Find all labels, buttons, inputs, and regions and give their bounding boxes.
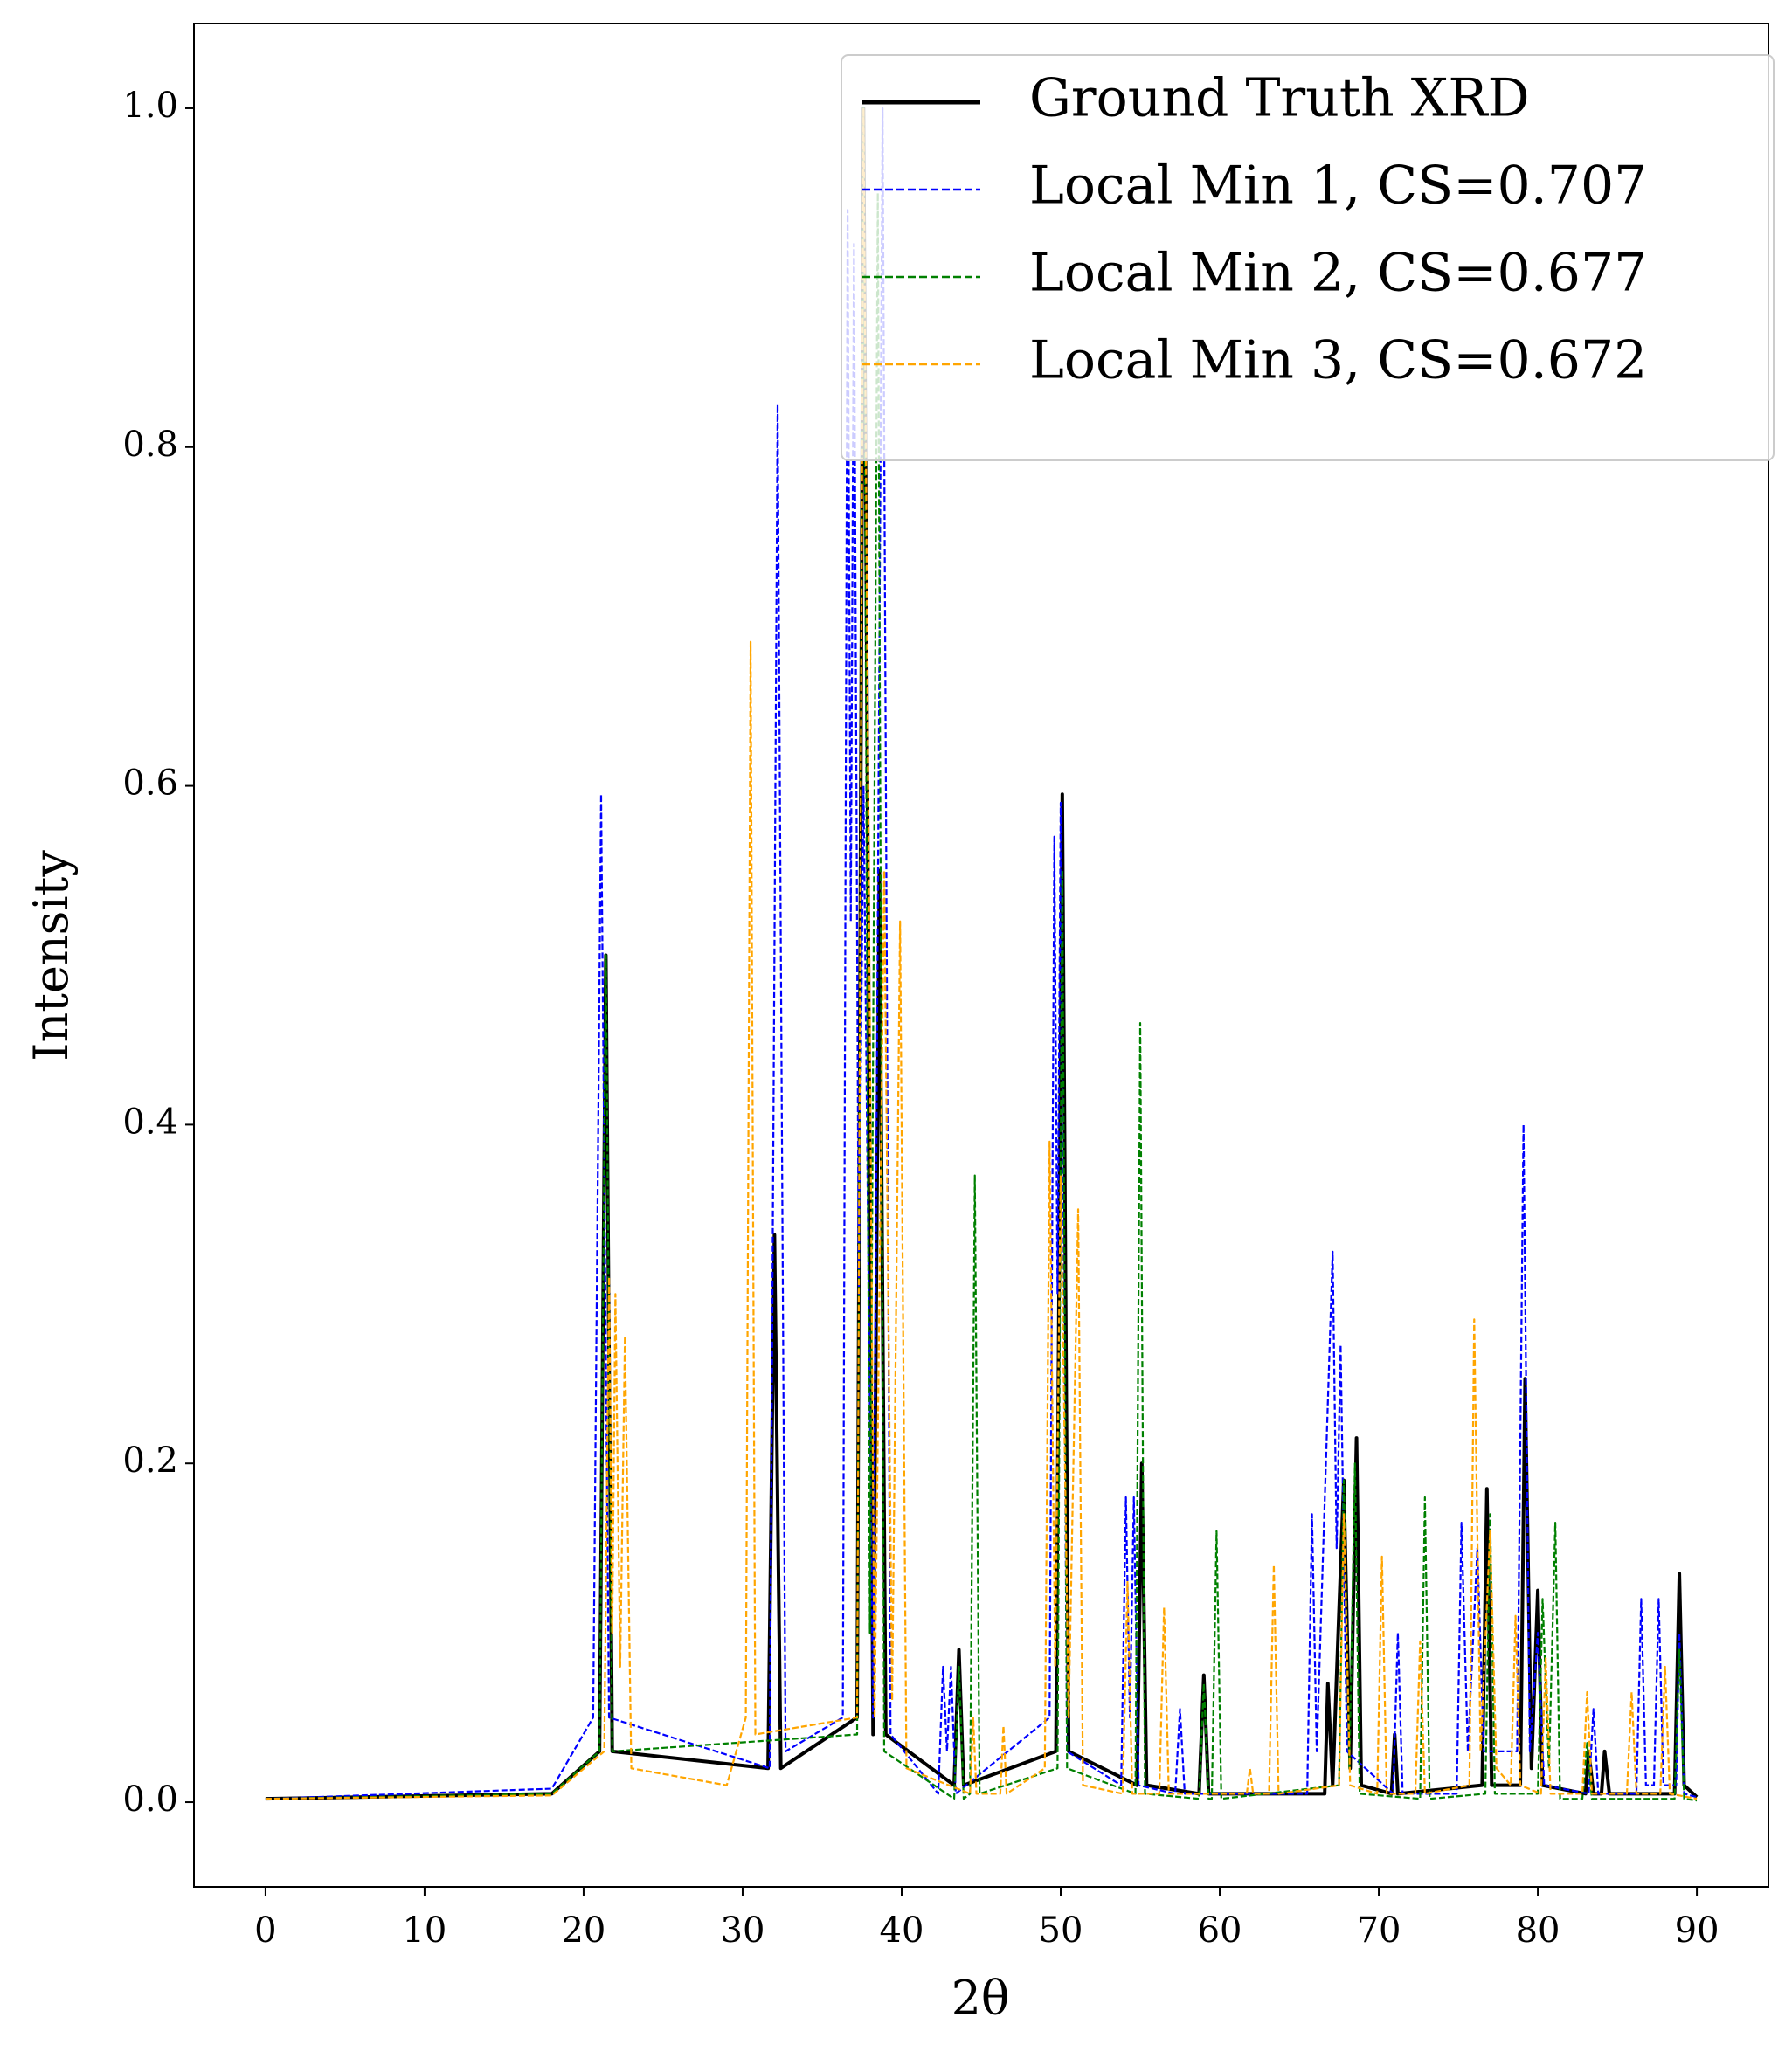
x-tick-label: 20 — [561, 1910, 605, 1951]
x-tick-label: 60 — [1198, 1910, 1242, 1951]
x-tick-label: 0 — [254, 1910, 276, 1951]
x-tick-label: 70 — [1357, 1910, 1401, 1951]
y-tick-label: 0.4 — [122, 1102, 178, 1142]
legend-label: Ground Truth XRD — [1029, 68, 1530, 129]
x-tick-label: 90 — [1675, 1910, 1719, 1951]
y-tick-label: 0.2 — [122, 1441, 178, 1481]
x-tick-label: 50 — [1039, 1910, 1083, 1951]
legend-label: Local Min 1, CS=0.707 — [1029, 155, 1647, 217]
axes-frame — [193, 23, 1769, 1888]
y-tick-label: 0.8 — [122, 425, 178, 465]
legend-box — [841, 54, 1775, 461]
x-tick-label: 80 — [1516, 1910, 1560, 1951]
y-tick-label: 1.0 — [122, 86, 178, 126]
x-axis-label: 2θ — [951, 1971, 1010, 2026]
y-tick-label: 0.0 — [122, 1779, 178, 1820]
x-tick-label: 40 — [880, 1910, 924, 1951]
x-tick-label: 30 — [721, 1910, 765, 1951]
y-tick-label: 0.6 — [122, 763, 178, 804]
y-axis-label: Intensity — [24, 850, 79, 1061]
series-line — [265, 107, 1698, 1800]
legend-label: Local Min 2, CS=0.677 — [1029, 243, 1647, 304]
x-tick-label: 10 — [402, 1910, 446, 1951]
series-line — [265, 107, 1698, 1802]
legend-label: Local Min 3, CS=0.672 — [1029, 330, 1647, 391]
